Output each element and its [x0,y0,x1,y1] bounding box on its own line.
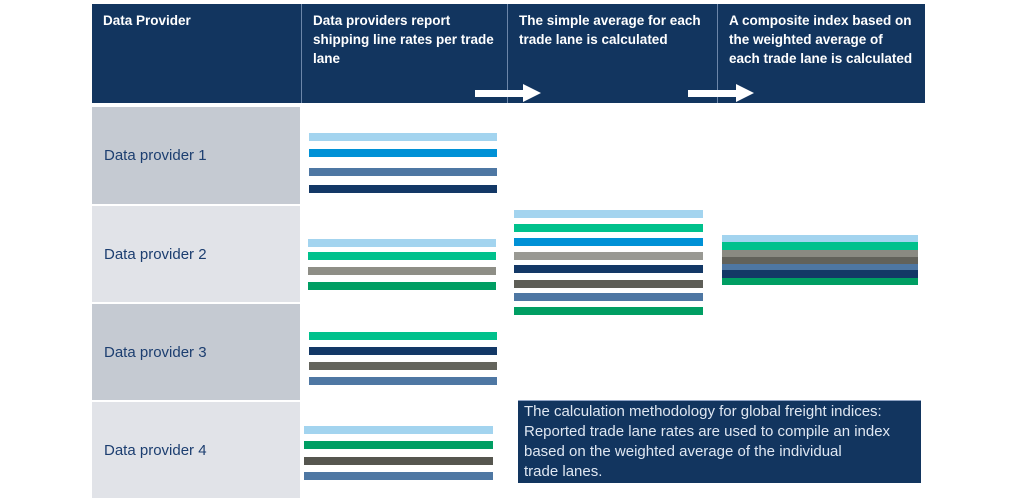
provider4-rates-green-bar [304,441,493,449]
composite-index-stack-light-blue-bar [722,235,918,242]
composite-index-stack-dark-navy-bar [722,270,918,278]
header-divider [507,4,508,103]
provider3-rates-olive-gray-bar [309,362,497,370]
provider1-rates-steel-blue-bar [309,168,497,176]
header-data-provider: Data Provider [103,13,191,28]
arrow-shaft [475,90,523,97]
header-rates-reported: Data providers report shipping line rate… [313,13,494,66]
provider1-rates-dark-navy-bar [309,185,497,193]
trade-lane-averages-emerald-bar [514,224,703,232]
provider2-rates-green-bar [308,282,496,290]
provider2-rates-gray-taupe-bar [308,267,496,275]
composite-index-stack-steel-blue-bar [722,264,918,270]
provider-cell-4: Data provider 4 [92,402,300,498]
provider4-rates-light-blue-bar [304,426,493,434]
methodology-note: The calculation methodology for global f… [518,400,921,483]
arrow-shaft [688,90,736,97]
composite-index-stack-dark-gray-bar [722,257,918,264]
header-simple-average: The simple average for each trade lane i… [519,13,701,47]
provider2-rates-light-blue-bar [308,239,496,247]
trade-lane-averages-steel-blue-bar [514,293,703,301]
provider4-rates-slate-gray-bar [304,457,493,465]
provider3-rates-steel-blue-bar [309,377,497,385]
trade-lane-averages-medium-gray-bar [514,252,703,260]
trade-lane-averages-dark-navy-bar [514,265,703,273]
provider2-rates-emerald-bar [308,252,496,260]
trade-lane-averages-light-blue-bar [514,210,703,218]
trade-lane-averages-bright-blue-bar [514,238,703,246]
provider-cell-3: Data provider 3 [92,304,300,400]
provider4-rates-steel-blue-bar [304,472,493,480]
provider1-rates-light-blue-bar [309,133,497,141]
arrow-head [523,84,541,102]
right-arrow-icon [475,84,543,103]
provider1-rates-bright-blue-bar [309,149,497,157]
provider3-rates-dark-navy-bar [309,347,497,355]
arrow-head [736,84,754,102]
provider-cell-1: Data provider 1 [92,107,300,204]
trade-lane-averages-dark-gray-bar [514,280,703,288]
provider3-rates-emerald-bar [309,332,497,340]
header-composite-index: A composite index based on the weighted … [729,13,913,66]
header-divider [717,4,718,103]
header-bar [92,4,925,103]
composite-index-stack-emerald-bar [722,242,918,250]
composite-index-stack-green-bar [722,278,918,285]
provider-cell-2: Data provider 2 [92,206,300,302]
header-divider [301,4,302,103]
right-arrow-icon [688,84,756,103]
trade-lane-averages-green-bar [514,307,703,315]
composite-index-stack-gray-taupe-bar [722,250,918,257]
